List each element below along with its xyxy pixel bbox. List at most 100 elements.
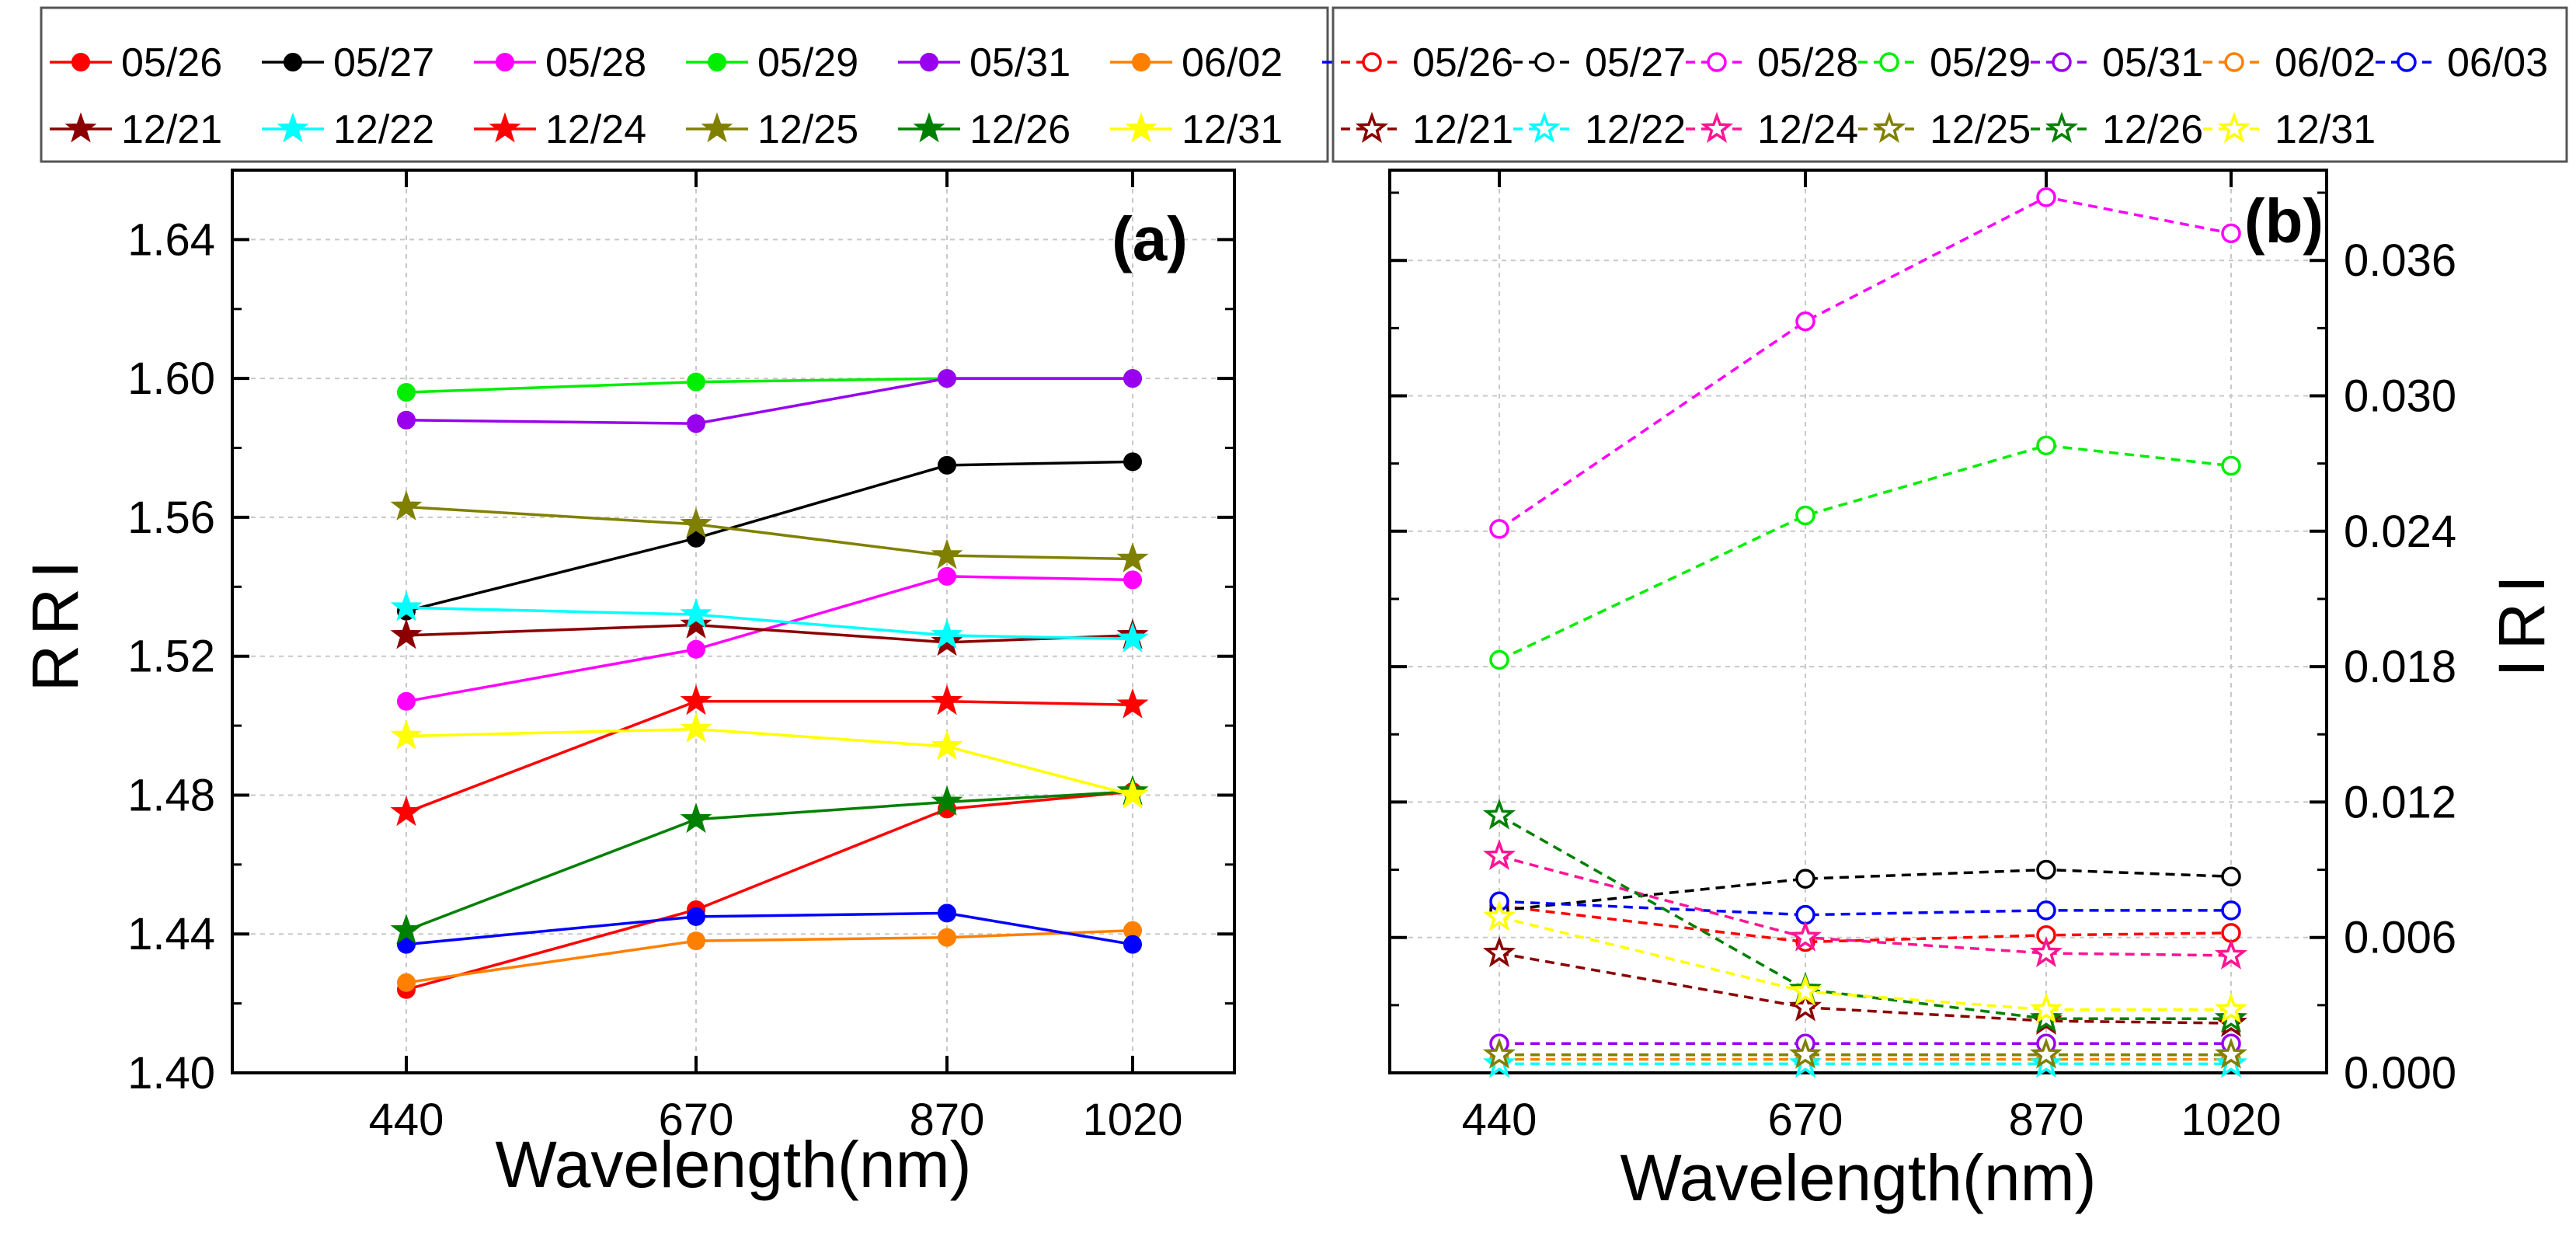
- legend-swatch-marker: [2045, 111, 2079, 143]
- legend-item: 12/22: [262, 107, 434, 152]
- data-point-05-29: [2036, 435, 2056, 456]
- data-point-06-03: [2221, 900, 2241, 921]
- legend-item: 12/21: [1341, 107, 1513, 152]
- data-point-05-28: [2036, 187, 2056, 207]
- legend-swatch-marker: [1362, 52, 1382, 72]
- data-point-12-31: [2029, 992, 2063, 1024]
- data-point-12-21: [680, 608, 712, 639]
- data-point-05-27: [938, 455, 956, 475]
- y-tick-label: 0.000: [2344, 1048, 2456, 1099]
- data-point-12-24: [680, 684, 712, 716]
- data-point-05-29: [1489, 649, 1509, 670]
- x-tick-label: 870: [910, 1095, 985, 1145]
- series-line-12-26: [406, 790, 1133, 932]
- data-point-12-26: [390, 914, 423, 945]
- legend-swatch-marker: [71, 53, 90, 71]
- data-point-05-28: [1123, 570, 1142, 590]
- data-point-12-31: [2214, 992, 2248, 1024]
- series-line-05-27: [1499, 868, 2232, 912]
- legend-swatch-marker: [64, 112, 97, 143]
- data-point-05-29: [397, 383, 416, 402]
- data-point-05-28: [1795, 311, 1815, 332]
- legend-swatch-marker: [1872, 111, 1906, 143]
- legend-label: 05/27: [333, 40, 434, 85]
- data-point-12-26: [2214, 1001, 2248, 1033]
- data-point-05-27: [1123, 452, 1142, 472]
- y-tick-label: 1.56: [127, 493, 215, 543]
- series-line-12-21: [1499, 952, 2232, 1025]
- legend-item: 12/26: [898, 107, 1070, 152]
- data-point-12-21: [390, 618, 423, 649]
- x-axis-label: Wavelength(nm): [1620, 1141, 2096, 1214]
- legend-item: 12/24: [474, 107, 646, 152]
- data-point-12-25: [680, 507, 712, 538]
- data-point-06-03: [938, 904, 956, 923]
- legend-swatch-marker: [1355, 111, 1389, 143]
- data-point-05-27: [2036, 859, 2056, 880]
- legend-item: 05/29: [1858, 40, 2031, 85]
- legend-item: 05/26: [50, 40, 222, 85]
- data-point-05-28: [938, 566, 956, 586]
- legend-swatch-marker: [284, 53, 302, 71]
- series-line-06-02: [406, 929, 1133, 984]
- legend-item: 12/26: [2031, 107, 2203, 152]
- legend-swatch-marker: [1527, 111, 1561, 143]
- legend-label: 12/24: [545, 107, 646, 152]
- data-point-05-28: [687, 639, 705, 659]
- data-point-12-22: [2029, 1046, 2063, 1078]
- y-tick-label: 1.64: [127, 214, 215, 265]
- series-group: [390, 369, 1149, 999]
- data-point-05-27: [1795, 869, 1815, 889]
- legend-box: [40, 6, 1329, 163]
- series-line-12-22: [406, 606, 1133, 641]
- legend-item: 12/31: [1110, 107, 1283, 152]
- y-tick-label: 0.018: [2344, 642, 2456, 692]
- y-tick-label: 1.44: [127, 909, 215, 959]
- legend-swatch-marker: [1879, 52, 1899, 72]
- data-point-12-31: [1788, 974, 1822, 1006]
- y-tick-label: 0.036: [2344, 235, 2456, 286]
- x-tick-label: 440: [1462, 1095, 1537, 1145]
- data-point-12-26: [2029, 1001, 2063, 1033]
- legend-item: 05/28: [1686, 40, 1858, 85]
- legend-swatch-marker: [913, 112, 945, 143]
- data-point-12-22: [680, 597, 712, 628]
- data-point-12-31: [1116, 778, 1149, 809]
- data-point-06-02: [938, 928, 956, 947]
- legend-label: 12/26: [2102, 107, 2203, 152]
- legend-swatch-marker: [2397, 52, 2417, 72]
- data-point-12-25: [2214, 1037, 2248, 1069]
- data-point-12-31: [390, 719, 423, 750]
- data-point-12-24: [390, 796, 423, 827]
- x-axis: 440 670 870 1020: [369, 170, 1183, 1145]
- data-point-05-27: [2221, 866, 2241, 887]
- legend: 05/2605/2705/2805/2905/3106/0206/0312/21…: [40, 6, 1495, 163]
- legend-label: 12/21: [121, 107, 222, 152]
- data-point-12-22: [931, 618, 963, 649]
- legend-swatch-marker: [920, 53, 938, 71]
- legend-item: 05/31: [898, 40, 1070, 85]
- x-tick-label: 440: [369, 1095, 444, 1145]
- legend-item: 06/03: [2376, 40, 2548, 85]
- y-axis: 0.000 0.006 0.012 0.018 0.024 0.030 0.036: [1390, 191, 2456, 1099]
- legend-label: 12/22: [1585, 107, 1686, 152]
- series-line-12-31: [1499, 915, 2231, 1011]
- data-point-12-26: [680, 803, 712, 834]
- y-tick-label: 0.030: [2344, 371, 2456, 422]
- series-line-12-21: [406, 623, 1133, 644]
- series-line-05-31: [406, 377, 1133, 426]
- series-line-12-26: [1499, 814, 2231, 1021]
- plot-frame: [1388, 169, 2328, 1074]
- legend-label: 05/31: [2102, 40, 2203, 85]
- series-line-06-03: [1499, 900, 2231, 917]
- legend-swatch-marker: [1534, 52, 1554, 72]
- series-line-05-27: [406, 460, 1133, 613]
- legend-item: 05/31: [2031, 40, 2203, 85]
- data-point-12-26: [1482, 798, 1516, 830]
- x-axis: 440 670 870 1020: [1462, 170, 2282, 1145]
- legend-swatch-marker: [2217, 111, 2251, 143]
- data-point-06-03: [687, 907, 705, 926]
- chart-b: 0.000 0.006 0.012 0.018 0.024 0.030 0.036 440 67…: [1332, 6, 2568, 1214]
